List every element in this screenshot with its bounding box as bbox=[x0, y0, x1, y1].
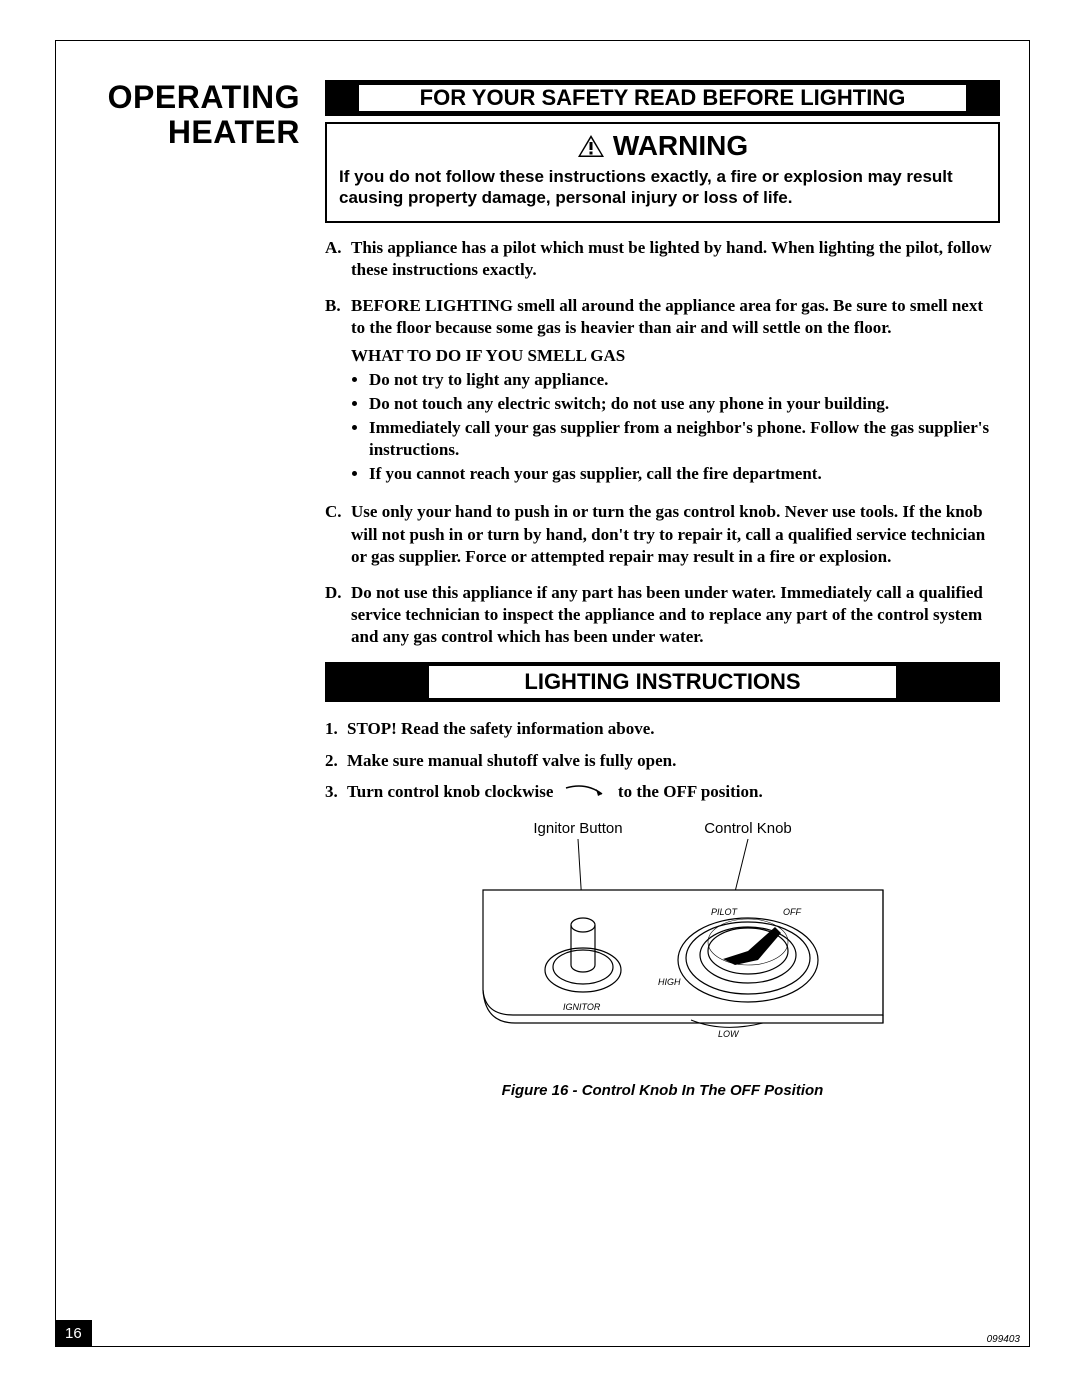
right-column: FOR YOUR SAFETY READ BEFORE LIGHTING WAR… bbox=[300, 80, 1000, 1099]
safety-banner-text: FOR YOUR SAFETY READ BEFORE LIGHTING bbox=[359, 85, 966, 111]
bullet-2: Do not touch any electric switch; do not… bbox=[369, 393, 1000, 415]
clockwise-arrow-icon bbox=[562, 784, 610, 802]
title-line1: OPERATING bbox=[108, 79, 300, 115]
step-3b: to the OFF position. bbox=[618, 782, 763, 801]
marker-b: B. bbox=[325, 295, 351, 488]
instr-b: BEFORE LIGHTING smell all around the app… bbox=[351, 296, 983, 337]
low-text: LOW bbox=[718, 1029, 740, 1039]
step-1: STOP! Read the safety information above. bbox=[347, 716, 1000, 742]
high-text: HIGH bbox=[658, 977, 681, 987]
warning-label: WARNING bbox=[613, 130, 748, 162]
bullet-1: Do not try to light any appliance. bbox=[369, 369, 1000, 391]
bullet-4: If you cannot reach your gas supplier, c… bbox=[369, 463, 1000, 485]
marker-d: D. bbox=[325, 582, 351, 648]
control-knob-diagram: Ignitor Button Control Knob bbox=[423, 815, 903, 1065]
pilot-text: PILOT bbox=[711, 907, 739, 917]
warning-box: WARNING If you do not follow these instr… bbox=[325, 122, 1000, 223]
lighting-banner: LIGHTING INSTRUCTIONS bbox=[325, 662, 1000, 702]
instr-d: Do not use this appliance if any part ha… bbox=[351, 582, 1000, 648]
smell-gas-bullets: Do not try to light any appliance. Do no… bbox=[351, 369, 1000, 485]
warning-header: WARNING bbox=[339, 130, 986, 162]
step-marker-1: 1. bbox=[325, 716, 347, 742]
safety-banner: FOR YOUR SAFETY READ BEFORE LIGHTING bbox=[325, 80, 1000, 116]
lighting-banner-text: LIGHTING INSTRUCTIONS bbox=[429, 666, 896, 698]
doc-code: 099403 bbox=[987, 1334, 1020, 1345]
ignitor-text: IGNITOR bbox=[563, 1002, 601, 1012]
control-knob-label: Control Knob bbox=[704, 820, 792, 837]
marker-a: A. bbox=[325, 237, 351, 281]
off-text: OFF bbox=[783, 907, 801, 917]
warning-icon bbox=[577, 134, 605, 158]
smell-gas-head: WHAT TO DO IF YOU SMELL GAS bbox=[351, 345, 1000, 367]
instr-a: This appliance has a pilot which must be… bbox=[351, 237, 1000, 281]
instr-c: Use only your hand to push in or turn th… bbox=[351, 501, 1000, 567]
step-3: Turn control knob clockwise to the OFF p… bbox=[347, 779, 1000, 805]
lettered-instructions: A. This appliance has a pilot which must… bbox=[325, 237, 1000, 649]
step-marker-2: 2. bbox=[325, 748, 347, 774]
lighting-right-block bbox=[900, 667, 1000, 697]
warning-text: If you do not follow these instructions … bbox=[339, 166, 986, 209]
bullet-3: Immediately call your gas supplier from … bbox=[369, 417, 1000, 461]
title-line2: HEATER bbox=[168, 114, 300, 150]
figure-16: Ignitor Button Control Knob bbox=[325, 815, 1000, 1099]
lighting-left-block bbox=[325, 667, 425, 697]
step-marker-3: 3. bbox=[325, 779, 347, 805]
page-number: 16 bbox=[55, 1320, 92, 1347]
step-2: Make sure manual shutoff valve is fully … bbox=[347, 748, 1000, 774]
ignitor-label: Ignitor Button bbox=[533, 820, 622, 837]
numbered-steps: 1. STOP! Read the safety information abo… bbox=[325, 716, 1000, 805]
marker-c: C. bbox=[325, 501, 351, 567]
figure-caption: Figure 16 - Control Knob In The OFF Posi… bbox=[325, 1082, 1000, 1099]
banner-right-block bbox=[966, 84, 1000, 112]
banner-left-block bbox=[325, 84, 359, 112]
step-3a: Turn control knob clockwise bbox=[347, 782, 553, 801]
left-column: OPERATING HEATER bbox=[80, 80, 300, 1099]
